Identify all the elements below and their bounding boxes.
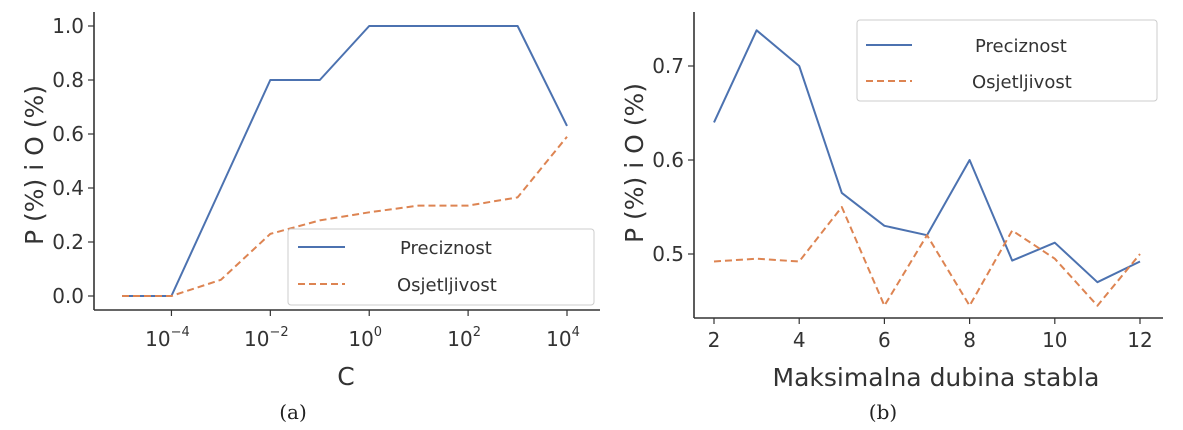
- chart-a-y-tick-label: 1.0: [52, 14, 84, 38]
- chart-a-x-ticks: 10−4 10−2 100 102 104: [145, 310, 580, 351]
- chart-b-y-tick-label: 0.6: [652, 148, 684, 172]
- chart-a-y-ticks: 0.0 0.2 0.4 0.6 0.8 1.0: [52, 14, 94, 308]
- chart-b-x-ticks: 2 4 6 8 10 12: [708, 318, 1153, 352]
- chart-b-y-ticks: 0.5 0.6 0.7: [652, 54, 694, 266]
- chart-b-x-label: Maksimalna dubina stabla: [773, 363, 1100, 392]
- chart-b-y-tick-label: 0.7: [652, 54, 684, 78]
- chart-a-legend-box: [287, 228, 595, 306]
- chart-a-x-tick-label: 100: [348, 325, 382, 351]
- chart-a-series-preciznost: [122, 25, 568, 297]
- chart-a-caption: (a): [279, 400, 307, 424]
- chart-a-legend-label-preciznost: Preciznost: [400, 238, 492, 259]
- chart-b-legend-label-osjetljivost: Osjetljivost: [972, 72, 1072, 93]
- chart-b-x-tick-label: 2: [708, 328, 721, 352]
- chart-a-legend: Preciznost Osjetljivost: [287, 228, 595, 306]
- chart-b-x-tick-label: 6: [878, 328, 891, 352]
- chart-b-x-tick-label: 4: [793, 328, 806, 352]
- chart-a-y-tick-label: 0.0: [52, 284, 84, 308]
- chart-b-x-tick-label: 12: [1127, 328, 1152, 352]
- chart-a-x-tick-label: 10−4: [145, 325, 190, 351]
- chart-a-series: [122, 25, 568, 297]
- chart-b-series-osjetljivost: [713, 206, 1141, 307]
- chart-a-y-tick-label: 0.2: [52, 230, 84, 254]
- chart-b-series: [713, 29, 1141, 307]
- chart-a-x-label: C: [337, 362, 354, 391]
- chart-b-x-tick-label: 8: [963, 328, 976, 352]
- chart-a-x-tick-label: 102: [447, 325, 481, 351]
- chart-a-y-label: P (%) i O (%): [20, 85, 49, 245]
- chart-a-y-tick-label: 0.6: [52, 122, 84, 146]
- chart-b: 0.5 0.6 0.7 2 4 6 8 10 12 Maksimalna dubina sta…: [620, 12, 1163, 424]
- chart-a-series-osjetljivost: [122, 136, 568, 297]
- chart-b-legend-label-preciznost: Preciznost: [975, 36, 1067, 57]
- chart-a-legend-label-osjetljivost: Osjetljivost: [397, 275, 497, 296]
- chart-a-x-tick-label: 104: [546, 325, 580, 351]
- chart-b-caption: (b): [869, 400, 897, 424]
- chart-a-x-tick-label: 10−2: [244, 325, 289, 351]
- chart-a: 0.0 0.2 0.4 0.6 0.8 1.0 10−4 10−2 100 102 104 C P…: [20, 12, 600, 424]
- chart-b-legend: Preciznost Osjetljivost: [856, 19, 1158, 102]
- chart-a-y-tick-label: 0.4: [52, 176, 84, 200]
- chart-b-x-tick-label: 10: [1042, 328, 1067, 352]
- chart-b-legend-box: [856, 19, 1158, 102]
- chart-a-y-tick-label: 0.8: [52, 68, 84, 92]
- chart-b-y-label: P (%) i O (%): [620, 83, 649, 243]
- chart-b-y-tick-label: 0.5: [652, 242, 684, 266]
